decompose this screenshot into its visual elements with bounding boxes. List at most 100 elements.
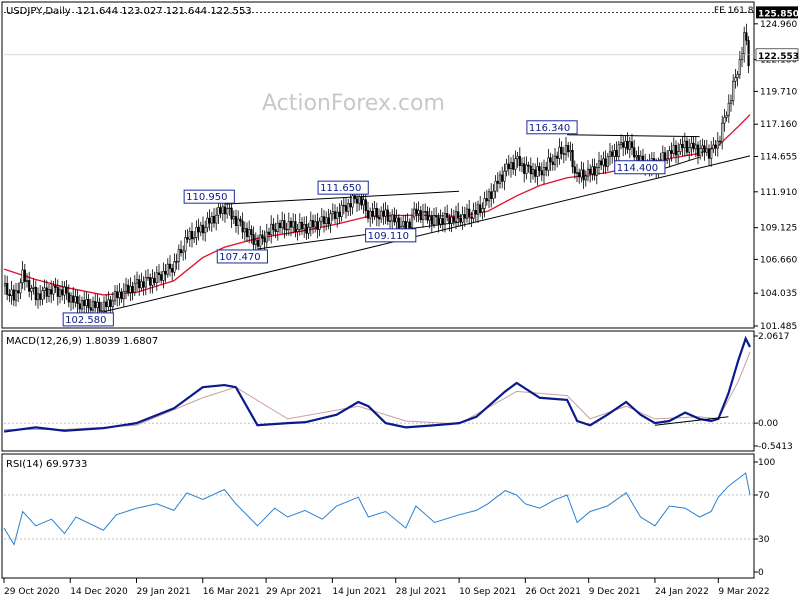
candle-body [681,144,684,149]
candle-body [316,221,319,230]
candle-body [120,291,123,300]
candle-body [465,208,469,219]
candle-body [124,284,128,292]
candle-body [129,286,132,293]
candle-body [74,296,77,303]
candle-body [674,144,678,156]
macd-title: MACD(12,26,9) 1.8039 1.6807 [6,336,158,347]
annotation-box [216,249,268,264]
annotation-box [183,189,235,204]
candle-body [564,145,568,155]
candle-body [69,295,73,303]
candle-body [459,217,462,223]
candle-body [250,229,253,235]
annotation-107.470: 107.470 [216,249,268,264]
candle-body [591,166,594,174]
candle-body [624,140,627,148]
candle-body [243,228,246,233]
candle-body [105,301,108,308]
candle-body [52,285,55,295]
price-axis-label: 124.960 [760,20,797,30]
candle-body [102,301,106,312]
candle-body [597,160,601,168]
candle-body [146,277,150,279]
candle-body [14,290,18,301]
candle-body [63,286,66,296]
candle-body [248,229,251,237]
candle-body [281,220,284,229]
x-axis-label: 24 Jan 2022 [655,587,709,597]
candle-body [732,80,735,102]
candle-body [547,157,550,171]
annotation-label: 111.650 [320,183,361,194]
candle-body [373,208,376,217]
candle-body [278,222,282,229]
macd-axis-label: -0.5413 [758,442,793,452]
candle-body [34,286,37,301]
candle-body [463,214,466,219]
x-axis-label: 10 Sep 2021 [459,587,516,597]
candle-body [241,220,244,233]
candle-body [617,144,620,157]
candle-body [589,168,592,174]
annotation-group: 102.580 110.950 107.470 111.650 109.110 116.3… [62,120,666,327]
candle-body [584,175,587,181]
candle-body [276,222,279,232]
x-axis-label: 29 Apr 2021 [266,587,322,597]
candle-body [512,162,515,170]
candle-body [358,196,361,204]
candle-body [718,140,722,143]
candle-body [116,291,119,299]
candle-body [633,147,636,158]
candle-body [615,150,618,157]
candle-body [604,158,607,167]
candle-body [261,234,264,239]
candle-body [428,216,431,221]
candle-body [175,261,178,263]
candle-body [492,190,495,199]
candle-group [3,23,750,320]
candle-body [408,221,411,228]
candle-body [432,215,436,225]
x-axis-label: 26 Oct 2021 [525,587,581,597]
candle-body [393,214,396,223]
candle-body [626,140,629,150]
candle-body [118,291,121,299]
candle-body [523,163,526,174]
candle-body [307,227,310,234]
candle-body [536,166,539,177]
trendline-lower-support [103,155,751,313]
candle-body [483,198,486,209]
candle-body [448,217,451,224]
candle-body [56,287,59,297]
ohlc-label: 121.644 123.027 121.644 122.553 [77,6,252,17]
candle-body [520,163,524,167]
candle-body [386,209,389,222]
candle-body [21,269,24,284]
candle-body [3,282,7,287]
candle-body [395,217,398,223]
candle-body [78,303,81,310]
annotation-110.950: 110.950 [183,189,235,204]
candle-body [349,203,352,208]
candle-body [668,150,671,160]
candle-body [254,239,257,245]
candle-body [738,59,741,75]
candle-body [426,211,429,221]
candle-body [39,293,42,300]
candle-body [41,290,44,300]
candle-body [468,208,471,218]
trendline-lower-wedge [257,221,460,250]
candle-body [61,289,64,296]
annotation-label: 116.340 [529,123,570,134]
candle-body [305,223,308,234]
candle-body [498,174,502,184]
candle-body [666,158,669,161]
candle-body [36,293,40,301]
candle-body [582,169,585,181]
macd-trendline [654,416,729,426]
candle-body [32,286,35,289]
candle-body [410,216,414,228]
candle-body [397,217,400,230]
candle-body [413,208,416,218]
